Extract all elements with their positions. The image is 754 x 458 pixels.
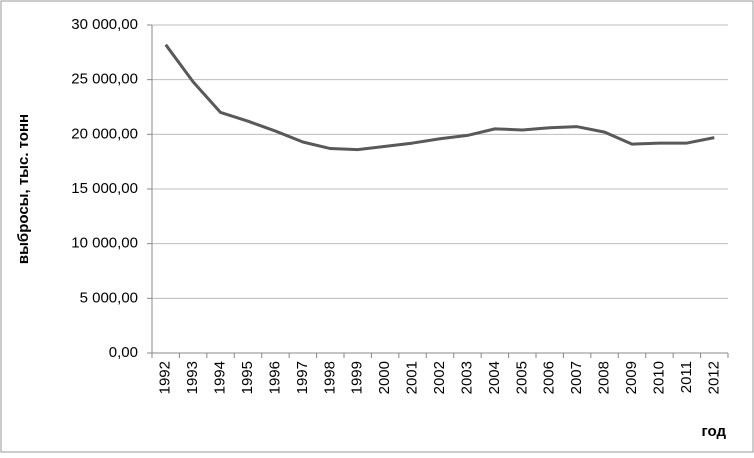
x-tick-label: 1994 [212,361,229,394]
x-tick-label: 2009 [623,361,640,394]
y-tick-label: 5 000,00 [80,289,138,306]
x-tick-label: 2002 [431,361,448,394]
x-tick-label: 2008 [596,361,613,394]
x-tick-label: 1996 [266,361,283,394]
x-tick-label: 2004 [486,361,503,394]
x-tick-label: 2007 [568,361,585,394]
x-tick-label: 2010 [650,361,667,394]
y-tick-label: 10 000,00 [71,235,138,252]
data-line [164,43,715,152]
x-tick-label: 1995 [239,361,256,394]
y-tick-label: 25 000,00 [71,71,138,88]
x-axis-label: год [701,423,726,440]
y-tick-label: 20 000,00 [71,125,138,142]
x-tick-label: 2003 [458,361,475,394]
x-tick-label: 2005 [513,361,530,394]
x-tick-label: 1993 [184,361,201,394]
y-tick-label: 30 000,00 [71,16,138,33]
x-tick-label: 1997 [294,361,311,394]
x-tick-label: 2006 [541,361,558,394]
y-axis-label: выбросы, тыс. тонн [15,114,32,264]
y-tick-label: 0,00 [109,344,138,361]
y-tick-label: 15 000,00 [71,180,138,197]
x-tick-label: 1992 [157,361,174,394]
x-tick-label: 2000 [376,361,393,394]
x-tick-label: 2001 [404,361,421,394]
x-tick-label: 2011 [678,361,695,393]
x-tick-label: 2012 [705,361,722,394]
x-tick-label: 1998 [321,361,338,394]
x-tick-label: 1999 [349,361,366,394]
